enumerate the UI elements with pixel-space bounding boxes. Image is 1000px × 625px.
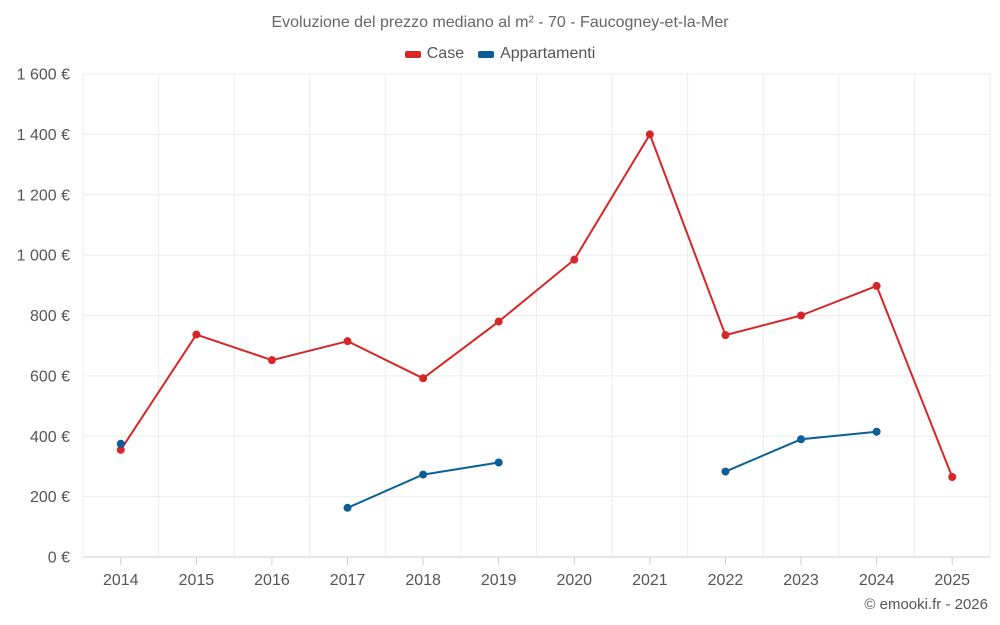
data-point-appartamenti xyxy=(419,470,428,479)
legend-swatch-case xyxy=(404,50,421,58)
legend-item-appartamenti[interactable]: Appartamenti xyxy=(478,45,595,63)
x-tick-label: 2019 xyxy=(481,572,517,589)
y-tick-label: 1 200 € xyxy=(17,187,70,204)
series-line-case xyxy=(119,133,954,478)
series-line-appartamenti xyxy=(347,461,499,509)
x-tick-label: 2023 xyxy=(783,572,819,589)
legend-item-case[interactable]: Case xyxy=(404,45,465,63)
y-tick-label: 800 € xyxy=(30,308,70,325)
data-point-case xyxy=(494,317,503,326)
legend: Case Appartamenti xyxy=(0,45,1000,63)
data-point-case xyxy=(343,337,352,346)
legend-label-appartamenti: Appartamenti xyxy=(500,45,596,62)
data-point-case xyxy=(797,311,806,320)
y-tick-label: 600 € xyxy=(30,368,70,385)
legend-label-case: Case xyxy=(426,45,465,62)
data-point-case xyxy=(116,445,125,454)
x-tick-label: 2022 xyxy=(708,572,744,589)
y-tick-label: 1 400 € xyxy=(17,127,70,144)
data-point-case xyxy=(872,281,881,290)
data-point-appartamenti xyxy=(721,467,730,476)
x-tick-label: 2018 xyxy=(405,572,441,589)
x-tick-label: 2021 xyxy=(632,572,668,589)
x-tick-label: 2025 xyxy=(934,572,970,589)
x-tick-label: 2024 xyxy=(859,572,895,589)
data-point-case xyxy=(267,356,276,365)
data-point-case xyxy=(721,331,730,340)
data-point-case xyxy=(419,374,428,383)
data-point-appartamenti xyxy=(343,503,352,512)
x-tick-label: 2014 xyxy=(103,572,139,589)
data-point-appartamenti xyxy=(116,439,125,448)
data-point-appartamenti xyxy=(797,435,806,444)
y-tick-label: 1 000 € xyxy=(17,248,70,265)
y-tick-label: 200 € xyxy=(30,489,70,506)
y-tick-label: 1 600 € xyxy=(17,67,70,84)
x-tick-label: 2017 xyxy=(330,572,366,589)
chart-title: Evoluzione del prezzo mediano al m² - 70… xyxy=(271,14,729,31)
credit-text: © emooki.fr - 2026 xyxy=(864,596,988,613)
data-point-case xyxy=(570,255,579,264)
data-point-case xyxy=(645,130,654,139)
y-tick-label: 0 € xyxy=(48,550,70,567)
data-point-case xyxy=(948,473,957,482)
data-point-appartamenti xyxy=(872,427,881,436)
x-tick-label: 2016 xyxy=(254,572,290,589)
x-tick-label: 2015 xyxy=(179,572,215,589)
y-tick-label: 400 € xyxy=(30,429,70,446)
data-point-case xyxy=(192,330,201,339)
legend-swatch-appartamenti xyxy=(478,50,495,58)
data-point-appartamenti xyxy=(494,458,503,467)
x-tick-label: 2020 xyxy=(556,572,592,589)
